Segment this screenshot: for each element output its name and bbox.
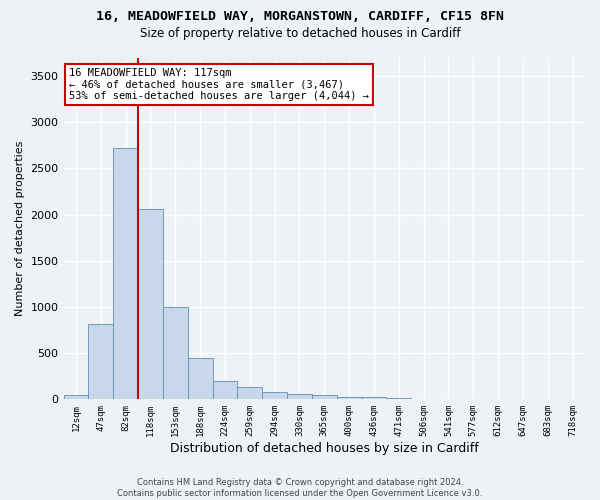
Bar xyxy=(238,387,262,400)
Bar xyxy=(88,324,113,400)
Bar xyxy=(337,396,362,400)
Text: Contains HM Land Registry data © Crown copyright and database right 2024.
Contai: Contains HM Land Registry data © Crown c… xyxy=(118,478,482,498)
Bar xyxy=(386,398,411,400)
Bar xyxy=(113,148,138,400)
Bar xyxy=(163,307,188,400)
Text: 16 MEADOWFIELD WAY: 117sqm
← 46% of detached houses are smaller (3,467)
53% of s: 16 MEADOWFIELD WAY: 117sqm ← 46% of deta… xyxy=(69,68,369,101)
Bar xyxy=(312,394,337,400)
Bar xyxy=(138,209,163,400)
Bar xyxy=(362,397,386,400)
Bar xyxy=(262,392,287,400)
Bar xyxy=(64,394,88,400)
Bar xyxy=(212,381,238,400)
X-axis label: Distribution of detached houses by size in Cardiff: Distribution of detached houses by size … xyxy=(170,442,479,455)
Text: Size of property relative to detached houses in Cardiff: Size of property relative to detached ho… xyxy=(140,28,460,40)
Y-axis label: Number of detached properties: Number of detached properties xyxy=(15,140,25,316)
Text: 16, MEADOWFIELD WAY, MORGANSTOWN, CARDIFF, CF15 8FN: 16, MEADOWFIELD WAY, MORGANSTOWN, CARDIF… xyxy=(96,10,504,23)
Bar xyxy=(287,394,312,400)
Bar xyxy=(188,358,212,400)
